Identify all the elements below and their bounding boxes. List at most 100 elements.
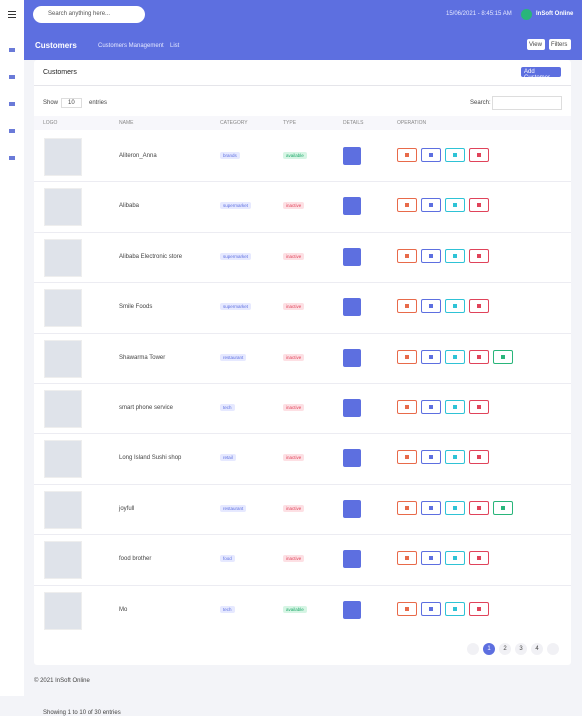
details-button[interactable] [343, 600, 361, 619]
operation-button[interactable] [421, 551, 441, 566]
name: Long Island Sushi shop [119, 455, 182, 462]
name: Mo [119, 606, 128, 613]
category-badge: supermarket [220, 252, 252, 260]
operation-button[interactable] [397, 551, 417, 566]
nav-icons[interactable] [9, 44, 15, 174]
details-button[interactable] [343, 499, 361, 518]
logo [44, 238, 82, 277]
operation-button[interactable] [469, 248, 489, 263]
search-box[interactable]: Search anything here... [33, 6, 145, 23]
details-button[interactable] [343, 449, 361, 468]
operation-button[interactable] [445, 601, 465, 616]
category-badge: supermarket [220, 202, 252, 210]
operation-button[interactable] [469, 198, 489, 213]
operation-button[interactable] [469, 400, 489, 414]
details-button[interactable] [343, 147, 361, 165]
divider [34, 85, 571, 86]
page-prev[interactable] [467, 643, 479, 655]
operation-button[interactable] [469, 299, 489, 314]
operation-button[interactable] [397, 450, 417, 465]
page-next[interactable] [547, 643, 559, 655]
row-divider [34, 231, 571, 233]
operation-button[interactable] [397, 601, 417, 616]
details-button[interactable] [343, 298, 361, 317]
operation-button[interactable] [445, 198, 465, 213]
name: Alibaba Electronic store [119, 253, 183, 260]
operation-button[interactable] [397, 148, 417, 162]
view-button[interactable]: View [527, 39, 545, 50]
operation-button[interactable] [397, 198, 417, 213]
breadcrumb: Customers Management [98, 43, 164, 49]
type-badge: inactive [283, 353, 305, 361]
page-button[interactable]: 1 [483, 643, 495, 655]
operation-button[interactable] [445, 299, 465, 314]
operation-button[interactable] [445, 148, 465, 162]
category-badge: retail [220, 454, 236, 462]
details-button[interactable] [343, 348, 361, 367]
operation-button[interactable] [469, 349, 489, 364]
table-search[interactable] [492, 96, 562, 110]
type-badge: available [283, 605, 307, 613]
operation-button[interactable] [397, 248, 417, 263]
operation-button[interactable] [469, 450, 489, 465]
operation-button[interactable] [469, 500, 489, 515]
details-button[interactable] [343, 197, 361, 216]
operation-button[interactable] [421, 148, 441, 162]
search-placeholder: Search anything here... [48, 11, 111, 17]
column-header: NAME [119, 120, 134, 126]
operation-button[interactable] [421, 299, 441, 314]
brand: InSoft Online [536, 11, 574, 17]
operation-button[interactable] [421, 349, 441, 364]
operation-button[interactable] [421, 450, 441, 465]
page-button[interactable]: 3 [515, 643, 527, 655]
operation-button[interactable] [445, 248, 465, 263]
operation-button[interactable] [493, 500, 513, 515]
category-badge: supermarket [220, 303, 252, 311]
menu-icon[interactable] [8, 11, 16, 12]
operation-button[interactable] [421, 198, 441, 213]
type-badge: inactive [283, 303, 305, 311]
details-button[interactable] [343, 399, 361, 417]
card-title: Customers [43, 69, 77, 76]
details-button[interactable] [343, 247, 361, 266]
operation-button[interactable] [397, 400, 417, 414]
operation-button[interactable] [421, 601, 441, 616]
operation-button[interactable] [445, 400, 465, 414]
column-header: OPERATION [397, 120, 427, 126]
category-badge: brands [220, 152, 240, 159]
operation-button[interactable] [445, 551, 465, 566]
operation-button[interactable] [397, 349, 417, 364]
operation-button[interactable] [421, 400, 441, 414]
operation-button[interactable] [445, 349, 465, 364]
type-badge: inactive [283, 454, 305, 462]
row-divider [34, 483, 571, 485]
page-size[interactable]: 10 [61, 98, 82, 108]
category-badge: restaurant [220, 353, 247, 361]
operation-button[interactable] [469, 601, 489, 616]
column-header: DETAILS [343, 120, 364, 126]
operation-button[interactable] [469, 148, 489, 162]
operation-button[interactable] [397, 299, 417, 314]
operation-button[interactable] [469, 551, 489, 566]
operation-button[interactable] [421, 500, 441, 515]
page-button[interactable]: 2 [499, 643, 511, 655]
logo [44, 490, 82, 529]
sidebar [0, 0, 24, 696]
category-badge: tech [220, 605, 235, 613]
category-badge: tech [220, 404, 235, 411]
breadcrumb: List [170, 43, 180, 49]
name: Smile Foods [119, 304, 153, 311]
filters-button[interactable]: Filters [549, 39, 571, 50]
operation-button[interactable] [445, 450, 465, 465]
operation-button[interactable] [493, 349, 513, 364]
logo [44, 591, 82, 630]
operation-button[interactable] [397, 500, 417, 515]
add-customer[interactable]: Add Customer [521, 67, 561, 81]
operation-button[interactable] [421, 248, 441, 263]
details-button[interactable] [343, 550, 361, 569]
logo [44, 289, 82, 328]
operation-button[interactable] [445, 500, 465, 515]
name: joyfull [119, 505, 135, 512]
page-button[interactable]: 4 [531, 643, 543, 655]
